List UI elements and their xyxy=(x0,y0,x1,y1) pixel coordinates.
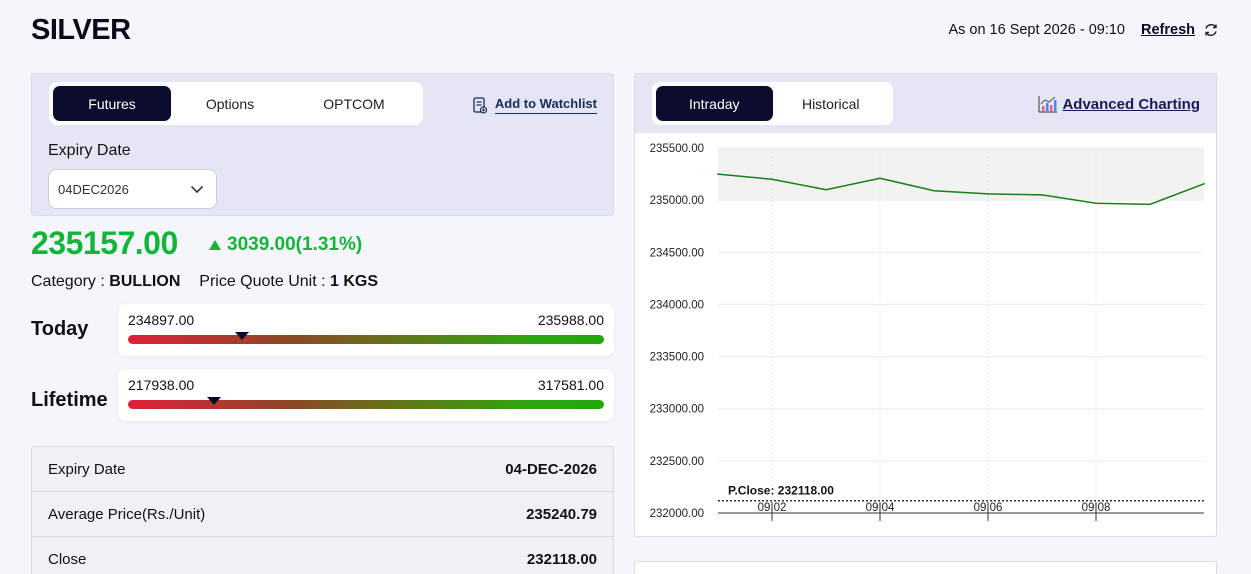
lifetime-range-bar xyxy=(128,400,604,409)
refresh-icon[interactable] xyxy=(1203,22,1219,38)
today-high: 235988.00 xyxy=(537,312,604,328)
contract-details-table: Expiry Date 04-DEC-2026 Average Price(Rs… xyxy=(31,446,614,574)
x-tick-label: 09:06 xyxy=(974,502,1003,514)
watchlist-label: Add to Watchlist xyxy=(494,96,597,114)
page-title: SILVER xyxy=(31,14,131,46)
today-low: 234897.00 xyxy=(128,312,195,328)
refresh-link[interactable]: Refresh xyxy=(1141,22,1195,38)
expiry-date-value: 04DEC2026 xyxy=(58,181,129,197)
x-tick-label: 09:02 xyxy=(758,502,787,514)
category-value: BULLION xyxy=(109,273,181,290)
today-range-bar xyxy=(128,335,604,344)
price-point xyxy=(1041,194,1043,196)
expiry-date-select[interactable]: 04DEC2026 xyxy=(48,169,217,209)
table-row: Close 232118.00 xyxy=(32,537,613,574)
chevron-down-icon xyxy=(190,185,204,193)
lifetime-range: 217938.00 317581.00 xyxy=(118,369,614,421)
y-tick-label: 235500.00 xyxy=(650,143,704,155)
last-price: 235157.00 xyxy=(31,225,178,261)
today-range: 234897.00 235988.00 xyxy=(118,304,614,356)
pclose-label: P.Close: 232118.00 xyxy=(728,484,834,498)
table-row: Expiry Date 04-DEC-2026 xyxy=(32,447,613,492)
lifetime-low: 217938.00 xyxy=(128,377,195,393)
as-on-timestamp: As on 16 Sept 2026 - 09:10 xyxy=(948,22,1125,38)
detail-value: 235240.79 xyxy=(526,505,597,523)
y-tick-label: 234000.00 xyxy=(650,299,704,311)
price-change-value: 3039.00(1.31%) xyxy=(227,234,363,255)
price-point xyxy=(1149,203,1151,206)
detail-label: Expiry Date xyxy=(48,460,126,478)
contract-selector-panel: Futures Options OPTCOM Add to Watchlist … xyxy=(31,73,614,216)
detail-label: Close xyxy=(48,550,87,568)
watchlist-icon xyxy=(473,96,487,114)
advanced-charting-link[interactable]: Advanced Charting xyxy=(1038,95,1200,113)
tab-historical[interactable]: Historical xyxy=(801,95,860,112)
y-tick-label: 234500.00 xyxy=(650,247,704,259)
x-tick-label: 09:04 xyxy=(866,502,895,514)
price-change: 3039.00(1.31%) xyxy=(208,234,362,256)
intraday-chart[interactable]: 235500.00 235000.00 234500.00 234000.00 2335… xyxy=(635,133,1217,537)
chart-panel: Intraday Historical Advanced Charting 23… xyxy=(634,73,1217,537)
next-section-strip xyxy=(634,561,1217,574)
category-row: Category : BULLION Price Quote Unit : 1 … xyxy=(31,273,378,291)
chart-panel-header: Intraday Historical Advanced Charting xyxy=(635,74,1216,133)
up-arrow-icon xyxy=(209,240,221,250)
y-tick-label: 232000.00 xyxy=(650,508,704,520)
chart-icon xyxy=(1038,96,1058,113)
price-point xyxy=(825,188,827,191)
today-position-marker xyxy=(235,332,250,340)
lifetime-position-marker xyxy=(206,397,221,405)
tab-intraday[interactable]: Intraday xyxy=(656,86,773,121)
quote-unit-value: 1 KGS xyxy=(330,273,379,290)
tab-optcom[interactable]: OPTCOM xyxy=(323,95,385,112)
price-point xyxy=(987,193,989,195)
tab-futures[interactable]: Futures xyxy=(53,86,171,121)
chart-period-tabs: Intraday Historical xyxy=(652,82,893,125)
lifetime-high: 317581.00 xyxy=(537,377,604,393)
contract-type-tabs: Futures Options OPTCOM xyxy=(49,82,423,125)
detail-value: 04-DEC-2026 xyxy=(505,460,597,478)
table-row: Average Price(Rs./Unit) 235240.79 xyxy=(32,492,613,537)
detail-label: Average Price(Rs./Unit) xyxy=(48,505,206,523)
price-point xyxy=(879,177,881,180)
x-tick-label: 09:08 xyxy=(1082,502,1111,514)
today-label: Today xyxy=(31,318,89,340)
detail-value: 232118.00 xyxy=(526,550,597,568)
advanced-charting-label: Advanced Charting xyxy=(1062,95,1200,113)
quote-unit-label: Price Quote Unit : xyxy=(199,273,326,290)
y-tick-label: 235000.00 xyxy=(650,195,704,207)
category-label: Category : xyxy=(31,273,105,290)
price-point xyxy=(1095,202,1097,205)
y-tick-label: 232500.00 xyxy=(650,456,704,468)
add-to-watchlist-button[interactable]: Add to Watchlist xyxy=(473,96,597,114)
chart-band xyxy=(718,148,1204,201)
price-point xyxy=(933,189,935,192)
tab-options[interactable]: Options xyxy=(205,95,255,112)
price-point xyxy=(771,178,773,181)
y-tick-label: 233500.00 xyxy=(650,352,704,364)
price-point xyxy=(1203,182,1205,185)
price-point xyxy=(717,173,719,175)
expiry-date-label: Expiry Date xyxy=(48,142,131,159)
y-tick-label: 233000.00 xyxy=(650,404,704,416)
lifetime-label: Lifetime xyxy=(31,389,108,411)
header-meta: As on 16 Sept 2026 - 09:10 Refresh xyxy=(948,22,1219,38)
price-line xyxy=(717,173,1205,206)
